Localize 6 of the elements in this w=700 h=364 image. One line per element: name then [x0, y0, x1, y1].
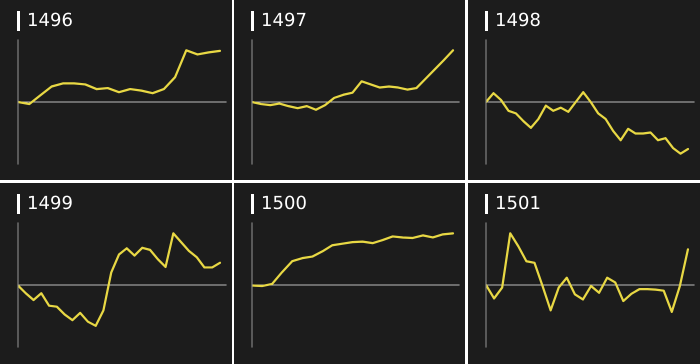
chart-title: 1498	[496, 12, 540, 26]
chart-title: 1497	[262, 12, 306, 26]
chart-title: 1500	[262, 196, 306, 210]
chart-title: 1499	[28, 196, 72, 210]
chart-title: 1501	[496, 196, 540, 210]
chart-title: 1496	[28, 12, 72, 26]
